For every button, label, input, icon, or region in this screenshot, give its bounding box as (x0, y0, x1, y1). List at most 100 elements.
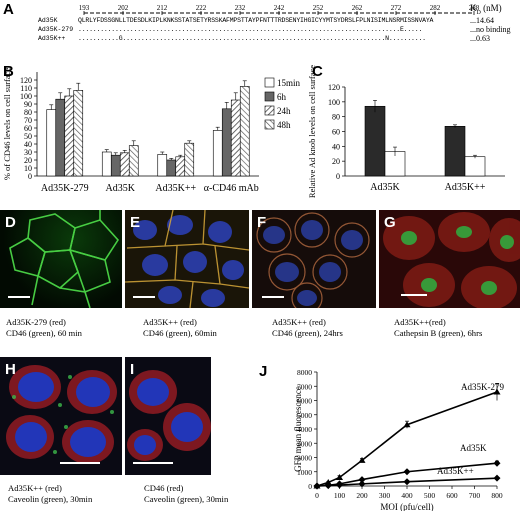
kd-k: K (470, 3, 477, 13)
chart-b: % of CD46 levels on cell surface 01020304… (2, 68, 301, 194)
bar (221, 108, 232, 177)
kd-header: KD (nM) (470, 3, 502, 16)
micrograph-e: E (125, 210, 249, 308)
legend-swatch (264, 91, 275, 102)
position-label: 242 (274, 4, 285, 12)
y-tick-label: 80 (24, 108, 32, 117)
caption-line: CD46 (green), 60 min (6, 328, 82, 338)
legend-label: 15min (277, 78, 301, 88)
bar (64, 95, 75, 177)
x-tick-label: 700 (469, 491, 481, 500)
legend-label: 6h (277, 92, 287, 102)
y-tick-label: 0 (28, 172, 32, 181)
y-tick-label: 50 (24, 132, 32, 141)
caption-line: CD46 (green), 60min (143, 328, 217, 338)
data-point (493, 388, 501, 395)
x-tick-label: Ad35K (370, 182, 400, 193)
kd-unit: (nM) (480, 3, 502, 13)
y-tick-label: 100 (20, 92, 32, 101)
data-point (358, 476, 366, 484)
x-tick-label: α-CD46 mAb (204, 183, 259, 194)
panel-label-i: I (130, 361, 135, 378)
y-tick-label: 0 (336, 172, 340, 181)
scale-bar (133, 296, 155, 298)
panel-label-b: B (3, 63, 14, 80)
y-tick-label: 100 (328, 98, 340, 107)
position-label: 282 (430, 4, 441, 12)
x-tick-label: Ad35K++ (445, 182, 486, 193)
caption-line: Caveolin (green), 30min (144, 494, 229, 504)
kd-values: ...14.64 ...no binding ...0.63 (470, 16, 510, 43)
micrograph-i-cells (127, 370, 211, 461)
y-tick-label: 70 (24, 116, 32, 125)
row-name: Ad35K-279 (38, 26, 74, 33)
kd-value-ad35k: ...14.64 (470, 16, 494, 25)
scale-bar (133, 462, 173, 464)
data-point (403, 468, 411, 476)
bar (230, 99, 241, 177)
position-label: 232 (235, 4, 246, 12)
legend-swatch (264, 119, 275, 130)
row-sequence: QLRLYFDSSGNLLTDESDLKIPLKNKSSTATSETYRSSKA… (78, 17, 434, 24)
caption-e: Ad35K++ (red) CD46 (green), 60min (143, 317, 217, 339)
micrograph-d-cells (9, 210, 120, 308)
y-tick-label: 40 (24, 140, 32, 149)
panel-label-c: C (312, 63, 323, 80)
caption-line: Ad35K++(red) (394, 317, 446, 327)
bar (212, 130, 223, 177)
bar (175, 156, 186, 177)
data-point (493, 474, 501, 482)
position-label: 288 (469, 4, 480, 12)
position-label: 222 (196, 4, 207, 12)
data-point (336, 481, 343, 489)
data-point (403, 421, 411, 428)
y-tick-label: 60 (24, 124, 32, 133)
y-tick-label: 5000 (297, 411, 312, 420)
bar (239, 86, 250, 177)
y-tick-label: 3000 (297, 439, 312, 448)
y-tick-label: 7000 (297, 382, 312, 391)
data-point (493, 459, 501, 467)
micrograph-g-cells (383, 212, 520, 308)
x-tick-label: 600 (446, 491, 458, 500)
chart-j: GFP mean fluorescence0100020003000400050… (293, 368, 504, 511)
micrograph-g: G (379, 210, 520, 308)
position-label: 252 (313, 4, 324, 12)
caption-i: CD46 (red) Caveolin (green), 30min (144, 483, 228, 505)
chart-c: Relative Ad knob levels on cell surface 0… (307, 65, 505, 198)
x-tick-label: 800 (491, 491, 503, 500)
position-label: 272 (391, 4, 402, 12)
y-tick-label: 110 (20, 84, 32, 93)
x-tick-label: Ad35K (106, 183, 136, 194)
caption-line: Ad35K++ (red) (8, 483, 62, 493)
bar (73, 90, 84, 177)
scale-bar (401, 294, 427, 296)
panel-label-g: G (384, 214, 396, 231)
y-axis-label: GFP mean fluorescence (293, 386, 303, 472)
panel-label-h: H (5, 361, 16, 378)
kd-d: D (476, 9, 481, 16)
y-tick-label: 60 (332, 128, 340, 137)
micrograph-e-cells (125, 210, 249, 308)
row-sequence: ........................................… (78, 26, 423, 33)
panel-label-d: D (5, 214, 16, 231)
legend-swatch (264, 105, 275, 116)
data-point (324, 482, 332, 490)
y-axis-label: Relative Ad knob levels on cell surface (307, 65, 317, 198)
y-tick-label: 80 (332, 113, 340, 122)
y-tick-label: 30 (24, 148, 32, 157)
bar (464, 156, 486, 177)
y-tick-label: 6000 (297, 397, 312, 406)
kd-value-ad35k-pp: ...0.63 (470, 34, 490, 43)
position-label: 262 (352, 4, 363, 12)
micrograph-d: D (0, 210, 122, 308)
x-tick-label: Ad35K++ (155, 183, 196, 194)
y-tick-label: 10 (24, 164, 32, 173)
caption-h: Ad35K++ (red) Caveolin (green), 30min (8, 483, 92, 505)
legend-swatch (264, 77, 275, 88)
alignment-rows: Ad35K QLRLYFDSSGNLLTDESDLKIPLKNKSSTATSET… (38, 16, 478, 43)
row-name: Ad35K (38, 17, 58, 24)
x-tick-label: 200 (356, 491, 368, 500)
y-tick-label: 20 (332, 157, 340, 166)
y-tick-label: 4000 (297, 425, 312, 434)
